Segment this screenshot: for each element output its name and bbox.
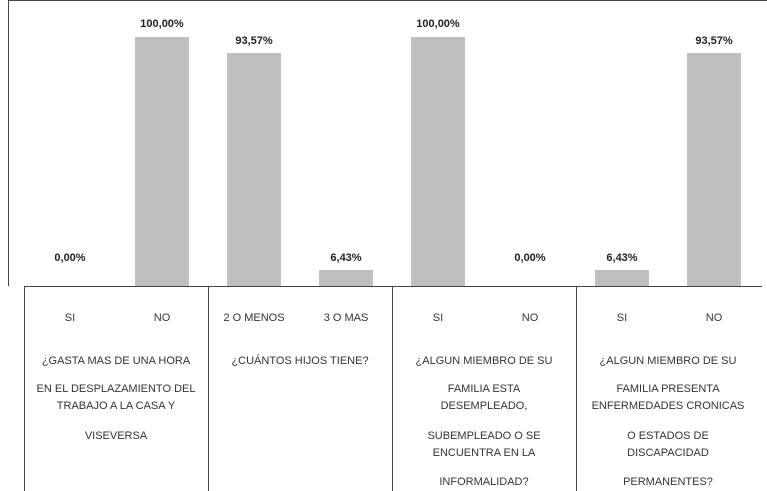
question-line: PERMANENTES?	[623, 476, 713, 488]
value-label: 0,00%	[54, 252, 85, 264]
question-line: ¿ALGUN MIEMBRO DE SU	[416, 355, 553, 367]
category-label: SI	[65, 312, 75, 324]
category-label: NO	[522, 312, 539, 324]
value-label: 6,43%	[330, 252, 361, 264]
question-line: EN EL DESPLAZAMIENTO DEL	[37, 383, 196, 395]
question-line: ¿CUÁNTOS HIJOS TIENE?	[231, 354, 368, 367]
value-label: 100,00%	[416, 18, 460, 30]
question-line: DESEMPLEADO,	[441, 400, 528, 412]
question-line: ENFERMEDADES CRONICAS	[592, 400, 745, 412]
bar	[135, 37, 189, 286]
value-label: 93,57%	[235, 35, 273, 47]
question-line: INFORMALIDAD?	[439, 476, 528, 488]
category-label: NO	[706, 312, 723, 324]
value-label: 6,43%	[606, 252, 637, 264]
value-label: 93,57%	[695, 35, 733, 47]
bar	[595, 269, 649, 286]
question-line: ¿ALGUN MIEMBRO DE SU	[600, 355, 737, 367]
question-line: ENCUENTRA EN LA	[433, 447, 536, 459]
bar	[687, 53, 741, 287]
category-label: SI	[433, 312, 443, 324]
question-line: O ESTADOS DE	[627, 430, 709, 442]
category-label: 3 O MAS	[324, 312, 369, 324]
category-label: NO	[154, 312, 171, 324]
question-line: SUBEMPLEADO O SE	[427, 430, 540, 442]
question-line: TRABAJO A LA CASA Y	[57, 400, 176, 412]
value-label: 100,00%	[140, 18, 184, 30]
question-line: ¿GASTA MAS DE UNA HORA	[42, 355, 191, 367]
value-label: 0,00%	[514, 252, 545, 264]
bar	[227, 53, 281, 287]
category-label: 2 O MENOS	[223, 312, 284, 324]
bar	[411, 37, 465, 286]
bar	[319, 269, 373, 286]
question-line: DISCAPACIDAD	[627, 447, 709, 459]
question-line: FAMILIA ESTA	[448, 383, 521, 395]
question-line: FAMILIA PRESENTA	[616, 383, 720, 395]
category-label: SI	[617, 312, 627, 324]
question-line: VISEVERSA	[85, 430, 148, 442]
